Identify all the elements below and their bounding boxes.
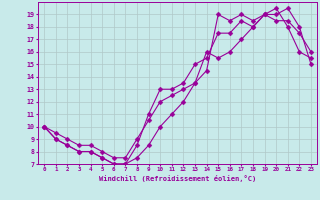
X-axis label: Windchill (Refroidissement éolien,°C): Windchill (Refroidissement éolien,°C): [99, 175, 256, 182]
